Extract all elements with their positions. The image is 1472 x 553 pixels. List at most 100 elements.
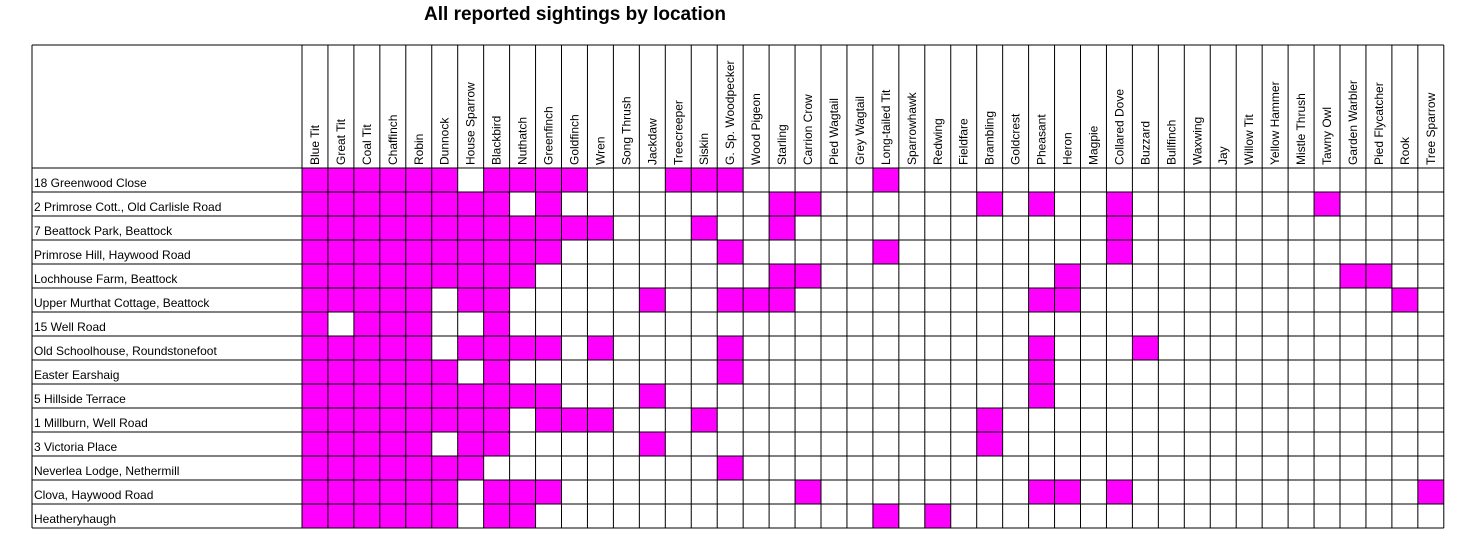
sighting-cell <box>327 432 354 456</box>
sighting-cell <box>1054 480 1081 504</box>
sighting-cell <box>302 408 328 432</box>
sighting-cell <box>431 384 458 408</box>
location-label: Clova, Haywood Road <box>34 488 153 502</box>
sighting-cell <box>561 408 588 432</box>
sighting-cell <box>327 480 354 504</box>
sighting-cell <box>483 432 510 456</box>
sighting-cell <box>327 264 354 288</box>
species-label: Rook <box>1398 136 1412 165</box>
sighting-cell <box>509 264 536 288</box>
sighting-cell <box>769 216 796 240</box>
sighting-cell <box>379 168 406 192</box>
sighting-cell <box>587 336 614 360</box>
sighting-cell <box>535 240 562 264</box>
sighting-cell <box>1028 360 1055 384</box>
chart-title: All reported sightings by location <box>424 4 726 25</box>
sighting-cell <box>353 264 380 288</box>
sighting-cell <box>561 168 588 192</box>
species-label: Pheasant <box>1035 114 1049 165</box>
sighting-cell <box>691 168 718 192</box>
sighting-cell <box>353 384 380 408</box>
sighting-cell <box>405 384 432 408</box>
sighting-cell <box>302 504 328 528</box>
sighting-cell <box>483 480 510 504</box>
sighting-cell <box>431 456 458 480</box>
sighting-cell <box>717 456 744 480</box>
sighting-cell <box>691 408 718 432</box>
sighting-cell <box>302 312 328 336</box>
sighting-cell <box>457 288 484 312</box>
sighting-cell <box>483 312 510 336</box>
sighting-cell <box>795 264 821 288</box>
sighting-cell <box>353 432 380 456</box>
sighting-cell <box>431 504 458 528</box>
sighting-cell <box>405 168 432 192</box>
sighting-cell <box>1106 240 1133 264</box>
sighting-cell <box>717 336 744 360</box>
sighting-cell <box>717 360 744 384</box>
sighting-cell <box>872 240 899 264</box>
sighting-cell <box>327 216 354 240</box>
sighting-cell <box>872 168 899 192</box>
location-label: 7 Beattock Park, Beattock <box>34 224 173 238</box>
species-label: Sparrowhawk <box>905 91 919 165</box>
sighting-cell <box>509 216 536 240</box>
sighting-cell <box>457 432 484 456</box>
sighting-cell <box>379 384 406 408</box>
species-label: G. Sp. Woodpecker <box>723 61 737 166</box>
sighting-cell <box>483 408 510 432</box>
sighting-cell <box>431 360 458 384</box>
sighting-cell <box>405 312 432 336</box>
sighting-cell <box>509 480 536 504</box>
species-label: Willow Tit <box>1242 114 1256 165</box>
sighting-cell <box>483 216 510 240</box>
sighting-cell <box>483 504 510 528</box>
sighting-cell <box>327 288 354 312</box>
sighting-cell <box>483 168 510 192</box>
sighting-cell <box>509 336 536 360</box>
sighting-cell <box>405 432 432 456</box>
sighting-cell <box>327 504 354 528</box>
species-label: Buzzard <box>1138 121 1152 165</box>
species-label: Goldcrest <box>1009 113 1023 165</box>
sighting-cell <box>509 240 536 264</box>
sighting-cell <box>457 264 484 288</box>
sighting-cell <box>457 216 484 240</box>
sighting-cell <box>379 288 406 312</box>
sighting-cell <box>431 216 458 240</box>
location-label: 1 Millburn, Well Road <box>34 416 148 430</box>
species-label: Greenfinch <box>542 106 556 165</box>
sighting-cell <box>353 456 380 480</box>
sighting-cell <box>327 408 354 432</box>
sighting-cell <box>431 408 458 432</box>
species-label: Dunnock <box>438 117 452 165</box>
sighting-cell <box>379 432 406 456</box>
sighting-cell <box>327 192 354 216</box>
sighting-cell <box>302 216 328 240</box>
sighting-cell <box>639 288 666 312</box>
sighting-cell <box>353 336 380 360</box>
species-label: Long-tailed Tit <box>879 89 893 165</box>
species-label: Treecreeper <box>671 100 685 165</box>
sighting-cell <box>483 264 510 288</box>
species-label: House Sparrow <box>464 82 478 165</box>
sighting-cell <box>327 168 354 192</box>
species-label: Mistle Thrush <box>1294 93 1308 165</box>
species-label: Song Thrush <box>619 97 633 166</box>
sighting-cell <box>1106 192 1133 216</box>
sighting-cell <box>405 336 432 360</box>
sighting-cell <box>483 384 510 408</box>
species-label: Wren <box>593 137 607 165</box>
sighting-cell <box>1028 384 1055 408</box>
sighting-cell <box>457 240 484 264</box>
sighting-cell <box>302 432 328 456</box>
sighting-cell <box>535 216 562 240</box>
sighting-cell <box>353 408 380 432</box>
location-label: Primrose Hill, Haywood Road <box>34 248 191 262</box>
sighting-cell <box>379 480 406 504</box>
sighting-cell <box>483 240 510 264</box>
species-label: Blackbird <box>490 116 504 165</box>
sighting-cell <box>405 480 432 504</box>
species-label: Jay <box>1216 146 1230 165</box>
sighting-cell <box>795 480 821 504</box>
